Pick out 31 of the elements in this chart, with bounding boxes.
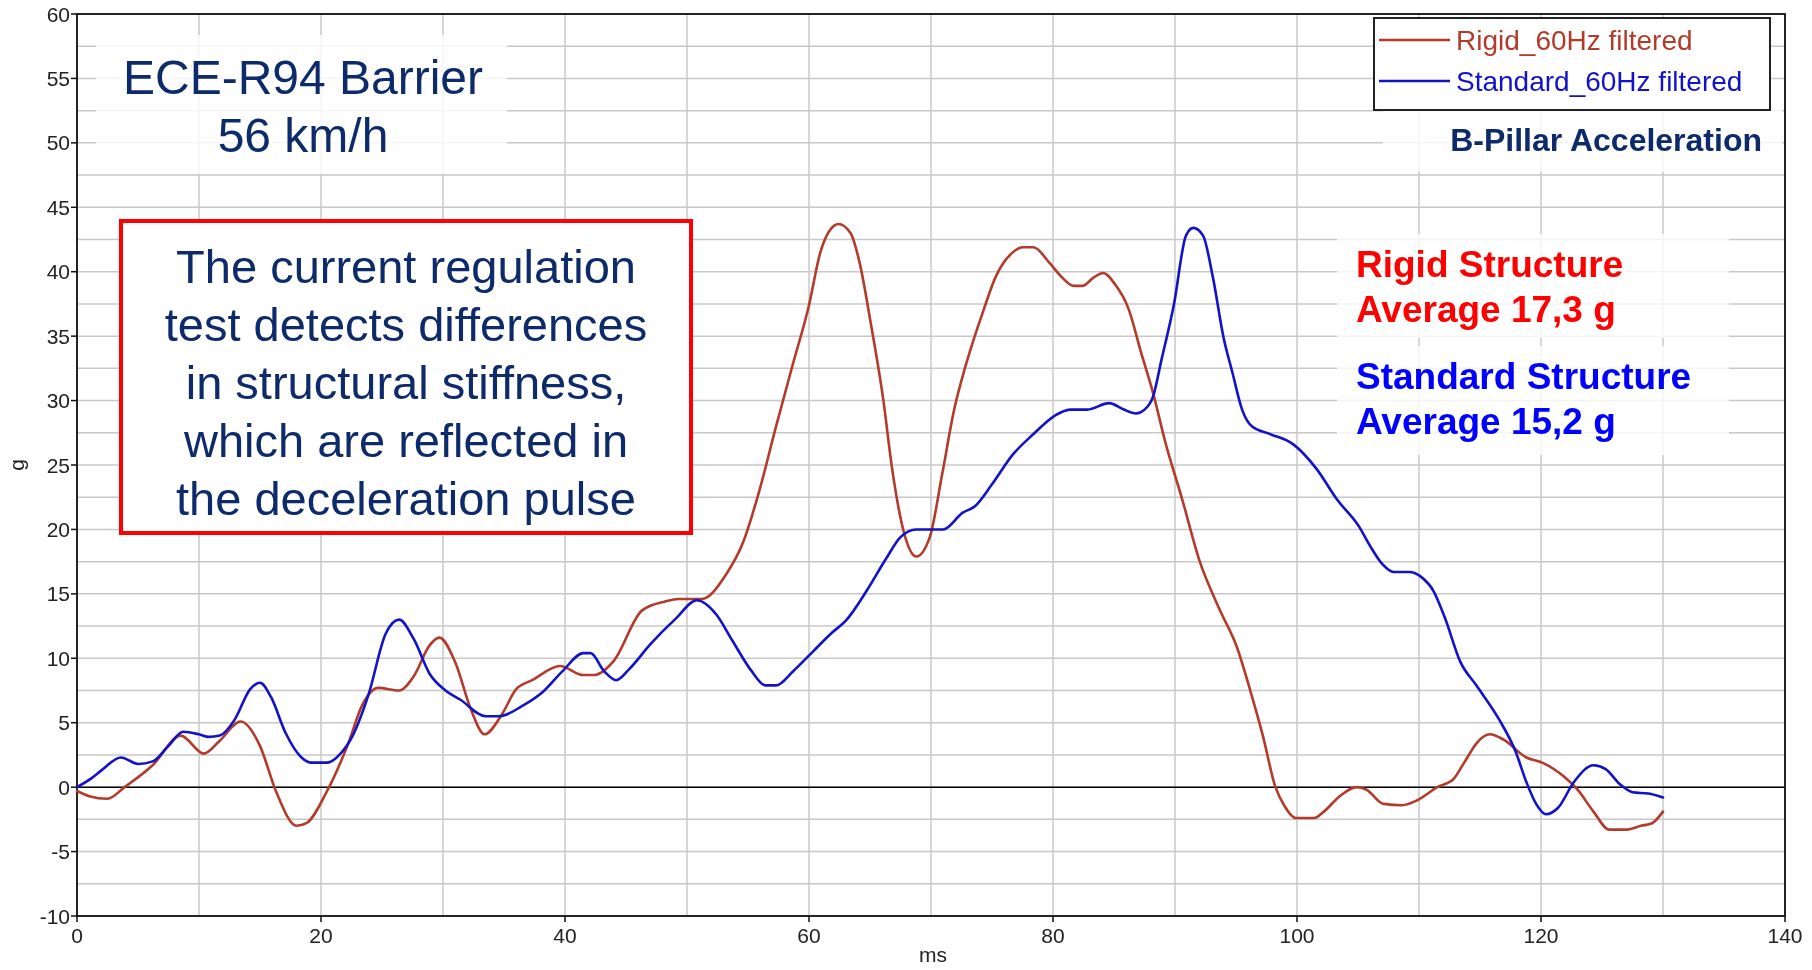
y-tick-label: 35	[46, 324, 70, 348]
annotation: Standard Structure Average 15,2 g	[1356, 356, 1692, 442]
y-tick-label: 15	[46, 582, 70, 606]
annotation: The current regulation test detects differences in structural stiffness, which are reflected in the deceleration pulse	[164, 240, 648, 525]
y-tick-label: 30	[46, 389, 70, 413]
y-tick-label: 10	[46, 646, 70, 670]
y-tick-label: 20	[46, 517, 70, 541]
y-tick-label: 55	[46, 66, 70, 90]
x-tick-label: 80	[1041, 924, 1065, 947]
y-tick-label: 50	[46, 131, 70, 155]
x-axis-title: ms	[919, 943, 947, 966]
y-tick-label: 40	[46, 260, 70, 284]
legend-label: Standard_60Hz filtered	[1456, 65, 1743, 97]
y-tick-label: 45	[46, 195, 70, 219]
y-tick-label: 0	[58, 775, 70, 799]
text: B-Pillar Acceleration	[1450, 122, 1762, 158]
y-tick-label: 25	[46, 453, 70, 477]
y-tick-label: 5	[58, 711, 70, 735]
x-tick-label: 20	[309, 924, 333, 947]
annotation: Rigid Structure Average 17,3 g	[1356, 244, 1624, 330]
annotation: ECE-R94 Barrier 56 km/h	[122, 51, 484, 162]
x-tick-label: 120	[1523, 924, 1559, 947]
x-tick-label: 100	[1279, 924, 1315, 947]
legend-label: Rigid_60Hz filtered	[1456, 24, 1693, 56]
x-tick-label: 40	[553, 924, 577, 947]
y-axis-title: g	[5, 459, 28, 471]
x-tick-label: 140	[1767, 924, 1803, 947]
x-tick-label: 60	[797, 924, 821, 947]
y-tick-label: -10	[39, 904, 70, 928]
y-tick-label: -5	[51, 840, 70, 864]
y-tick-label: 60	[46, 2, 70, 26]
